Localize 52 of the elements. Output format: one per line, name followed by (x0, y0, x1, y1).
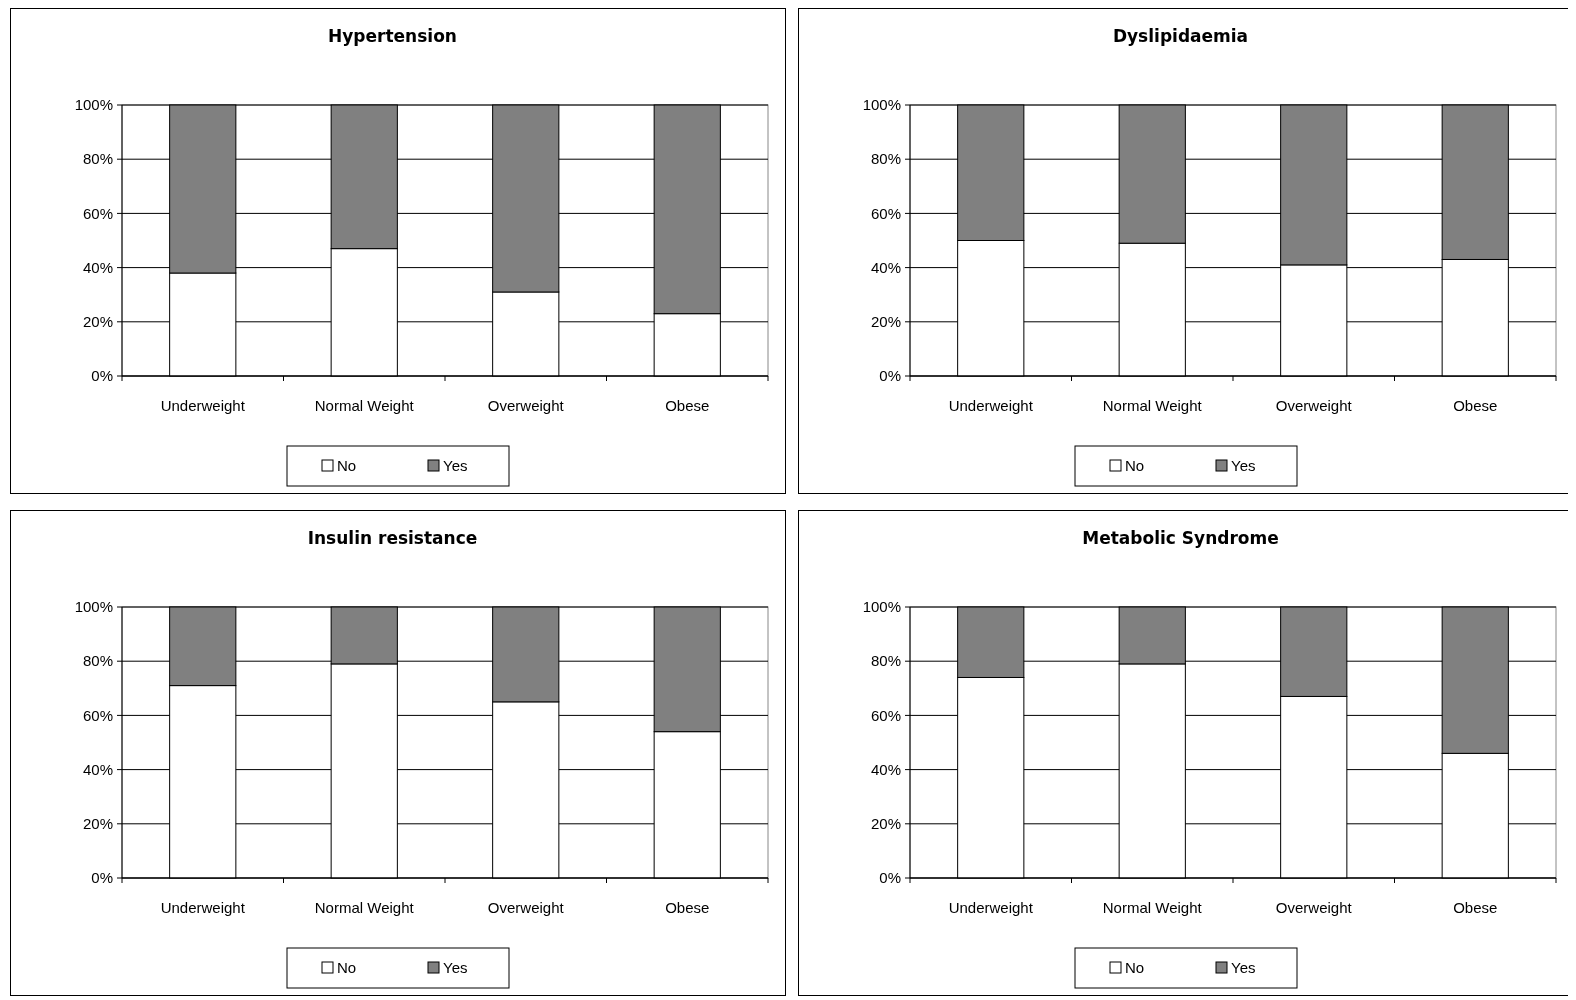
y-tick-label: 0% (91, 869, 113, 887)
x-tick-label: Overweight (1275, 899, 1353, 916)
x-tick-label: Normal Weight (1102, 397, 1203, 414)
legend-label: Yes (443, 959, 468, 977)
x-tick-label: Obese (665, 899, 710, 916)
y-tick-label: 0% (879, 869, 901, 887)
y-tick-label: 100% (862, 598, 901, 616)
legend-label: No (1125, 457, 1145, 475)
chart-title: Metabolic Syndrome (1082, 528, 1279, 548)
legend-label: Yes (1231, 959, 1256, 977)
chart-title: Dyslipidaemia (1112, 26, 1249, 46)
y-tick-label: 80% (82, 652, 113, 670)
x-tick-label: Overweight (487, 899, 565, 916)
y-tick-label: 60% (870, 706, 901, 724)
legend-label: No (337, 959, 357, 977)
x-tick-label: Underweight (948, 899, 1034, 916)
x-tick-label: Underweight (948, 397, 1034, 414)
x-tick-label: Normal Weight (1102, 899, 1203, 916)
y-tick-label: 100% (74, 598, 113, 616)
x-tick-label: Underweight (160, 899, 246, 916)
y-tick-label: 20% (870, 313, 901, 331)
y-tick-label: 40% (870, 760, 901, 778)
chart-title: Hypertension (328, 26, 457, 46)
y-tick-label: 0% (879, 367, 901, 385)
y-tick-label: 20% (870, 815, 901, 833)
x-tick-label: Normal Weight (314, 397, 415, 414)
y-tick-label: 20% (82, 815, 113, 833)
legend-label: No (1125, 959, 1145, 977)
x-tick-label: Obese (1453, 397, 1498, 414)
x-tick-label: Obese (1453, 899, 1498, 916)
legend-label: Yes (1231, 457, 1256, 475)
y-tick-label: 100% (74, 96, 113, 114)
x-tick-label: Overweight (487, 397, 565, 414)
x-tick-label: Underweight (160, 397, 246, 414)
x-tick-label: Overweight (1275, 397, 1353, 414)
y-tick-label: 100% (862, 96, 901, 114)
y-tick-label: 40% (82, 258, 113, 276)
y-tick-label: 40% (82, 760, 113, 778)
chart-title: Insulin resistance (307, 528, 478, 548)
legend-label: No (337, 457, 357, 475)
legend-label: Yes (443, 457, 468, 475)
y-tick-label: 60% (82, 706, 113, 724)
x-tick-label: Normal Weight (314, 899, 415, 916)
y-tick-label: 60% (82, 204, 113, 222)
y-tick-label: 80% (82, 150, 113, 168)
y-tick-label: 80% (870, 652, 901, 670)
y-tick-label: 0% (91, 367, 113, 385)
x-tick-label: Obese (665, 397, 710, 414)
y-tick-label: 40% (870, 258, 901, 276)
y-tick-label: 60% (870, 204, 901, 222)
y-tick-label: 20% (82, 313, 113, 331)
y-tick-label: 80% (870, 150, 901, 168)
